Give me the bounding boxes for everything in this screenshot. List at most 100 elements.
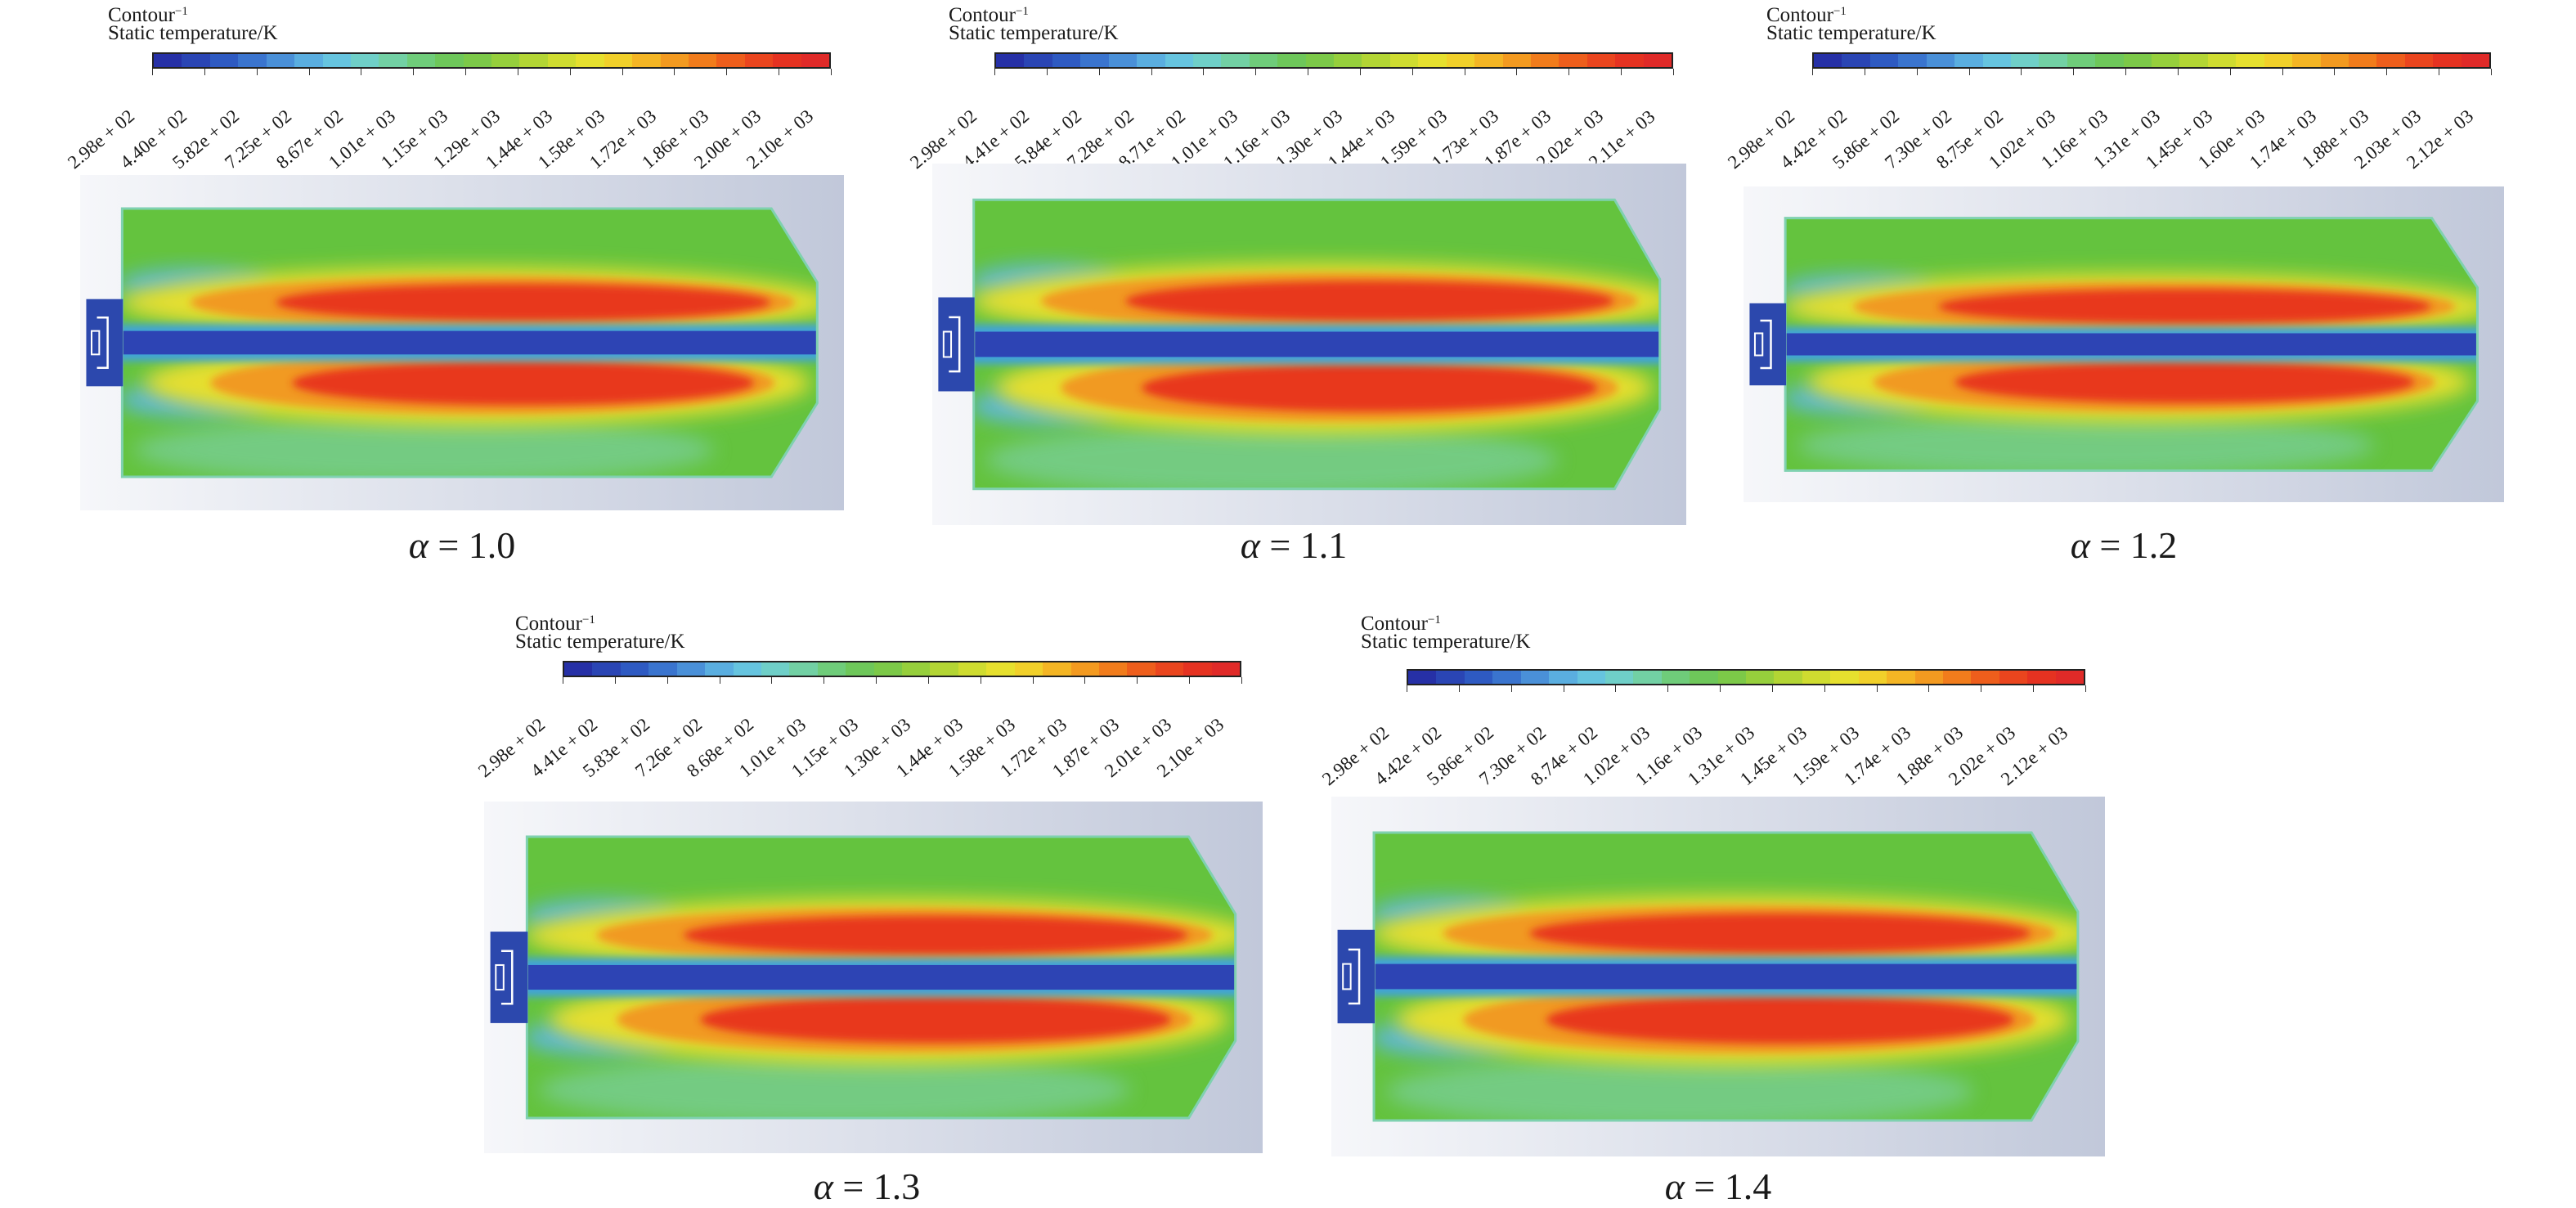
colorbar-tick-mark bbox=[1098, 69, 1100, 75]
contour-plot bbox=[80, 175, 844, 510]
panel-caption: α = 1.3 bbox=[814, 1165, 921, 1208]
colorbar-swatch bbox=[996, 54, 1025, 67]
colorbar-swatch bbox=[1869, 54, 1899, 67]
colorbar-swatch bbox=[1717, 671, 1747, 684]
colorbar-tick-mark bbox=[1516, 69, 1518, 75]
central-cool-jet bbox=[1785, 333, 2478, 356]
colorbar-tick-mark bbox=[2282, 69, 2283, 75]
flame-hot-zone bbox=[1938, 289, 2431, 324]
colorbar-tick-mark bbox=[1928, 685, 1930, 692]
colorbar-tick-mark bbox=[2334, 69, 2336, 75]
colorbar-swatch bbox=[689, 54, 717, 67]
colorbar-swatch bbox=[1183, 662, 1212, 676]
colorbar-tick-mark bbox=[1568, 69, 1570, 75]
colorbar-title-prefix: Contour bbox=[1361, 613, 1428, 635]
colorbar-swatch bbox=[1436, 671, 1465, 684]
central-cool-jet bbox=[527, 964, 1236, 990]
colorbar-swatch bbox=[1389, 54, 1419, 67]
colorbar-tick-mark bbox=[2386, 69, 2388, 75]
colorbar-tick-mark bbox=[1046, 69, 1048, 75]
combustion-chamber bbox=[1785, 218, 2478, 471]
contour-plot bbox=[1744, 186, 2504, 502]
colorbar-swatch bbox=[1604, 671, 1634, 684]
colorbar-swatch bbox=[1858, 671, 1887, 684]
colorbar-swatch bbox=[1690, 671, 1718, 684]
flame-hot-zone bbox=[276, 284, 771, 321]
flame-hot-zone bbox=[1141, 363, 1598, 412]
alpha-symbol: α bbox=[1664, 1165, 1685, 1207]
colorbar-swatch bbox=[2264, 54, 2293, 67]
colorbar-tick-mark bbox=[1824, 685, 1825, 692]
colorbar-swatch bbox=[1898, 54, 1927, 67]
colorbar-title: Contour−1 Static temperature/K bbox=[1361, 613, 1531, 652]
contour-plot bbox=[1331, 797, 2105, 1156]
colorbar-tick-mark bbox=[2229, 69, 2231, 75]
equals-sign: = bbox=[832, 1165, 873, 1207]
colorbar-tick-mark bbox=[1720, 685, 1721, 692]
colorbar-swatch bbox=[676, 662, 706, 676]
colorbar-tick-mark bbox=[1615, 685, 1617, 692]
colorbar-tick-mark bbox=[413, 69, 415, 75]
colorbar-swatch bbox=[1221, 54, 1250, 67]
colorbar-swatch bbox=[547, 54, 577, 67]
combustion-chamber bbox=[973, 200, 1660, 489]
colorbar-swatch bbox=[2055, 671, 2085, 684]
temperature-contour-field bbox=[484, 802, 1263, 1153]
colorbar-tick-mark bbox=[2073, 69, 2075, 75]
colorbar-swatch bbox=[1474, 54, 1503, 67]
colorbar-swatch bbox=[154, 54, 182, 67]
colorbar-tick-mark bbox=[204, 69, 205, 75]
colorbar bbox=[994, 52, 1673, 69]
colorbar-swatch bbox=[2376, 54, 2405, 67]
colorbar-swatch bbox=[958, 662, 987, 676]
colorbar-swatch bbox=[604, 54, 633, 67]
colorbar-swatch bbox=[1999, 671, 2028, 684]
colorbar-tick-mark bbox=[831, 69, 832, 75]
colorbar-swatch bbox=[1549, 671, 1577, 684]
colorbar-swatch bbox=[716, 54, 745, 67]
burner-nozzle bbox=[86, 299, 123, 387]
colorbar-swatch bbox=[564, 662, 593, 676]
colorbar-tick-mark bbox=[1968, 69, 1970, 75]
burner-nozzle bbox=[490, 932, 528, 1023]
colorbar-tick-mark bbox=[994, 69, 995, 75]
colorbar-tick-mark bbox=[1255, 69, 1257, 75]
colorbar-swatch bbox=[2461, 54, 2490, 67]
colorbar-swatch bbox=[1334, 54, 1362, 67]
colorbar-swatch bbox=[1887, 671, 1915, 684]
flame-hot-zone bbox=[1546, 995, 2014, 1044]
alpha-value: 1.0 bbox=[468, 524, 516, 566]
colorbar-swatch bbox=[322, 54, 351, 67]
colorbar-swatch bbox=[620, 662, 649, 676]
temperature-contour-field bbox=[1331, 797, 2105, 1156]
central-cool-jet bbox=[1374, 963, 2078, 990]
alpha-symbol: α bbox=[1240, 524, 1260, 566]
colorbar bbox=[563, 661, 1241, 677]
colorbar-swatch bbox=[846, 662, 874, 676]
colorbar-swatch bbox=[801, 54, 830, 67]
colorbar bbox=[1812, 52, 2491, 69]
colorbar-swatch bbox=[1502, 54, 1532, 67]
colorbar-swatch bbox=[873, 662, 903, 676]
colorbar-tick-mark bbox=[1876, 685, 1878, 692]
colorbar-swatch bbox=[773, 54, 801, 67]
colorbar-swatch bbox=[1305, 54, 1335, 67]
contour-plot bbox=[932, 164, 1686, 525]
colorbar-swatch bbox=[2207, 54, 2237, 67]
flame-hot-zone bbox=[292, 361, 755, 406]
colorbar-swatch bbox=[1842, 54, 1870, 67]
colorbar-tick-mark bbox=[1916, 69, 1918, 75]
colorbar-swatch bbox=[1099, 662, 1128, 676]
alpha-symbol: α bbox=[813, 1165, 833, 1207]
temperature-contour-field bbox=[1744, 186, 2504, 502]
colorbar-swatch bbox=[1155, 662, 1184, 676]
colorbar-swatch bbox=[209, 54, 239, 67]
colorbar-swatch bbox=[519, 54, 548, 67]
colorbar-tick-mark bbox=[1510, 685, 1512, 692]
colorbar-swatch bbox=[1362, 54, 1390, 67]
colorbar-tick-mark bbox=[256, 69, 258, 75]
colorbar-tick-mark bbox=[1084, 677, 1086, 684]
colorbar-swatch bbox=[2010, 54, 2040, 67]
colorbar-title-prefix: Contour bbox=[1766, 4, 1833, 26]
central-cool-jet bbox=[973, 331, 1660, 357]
